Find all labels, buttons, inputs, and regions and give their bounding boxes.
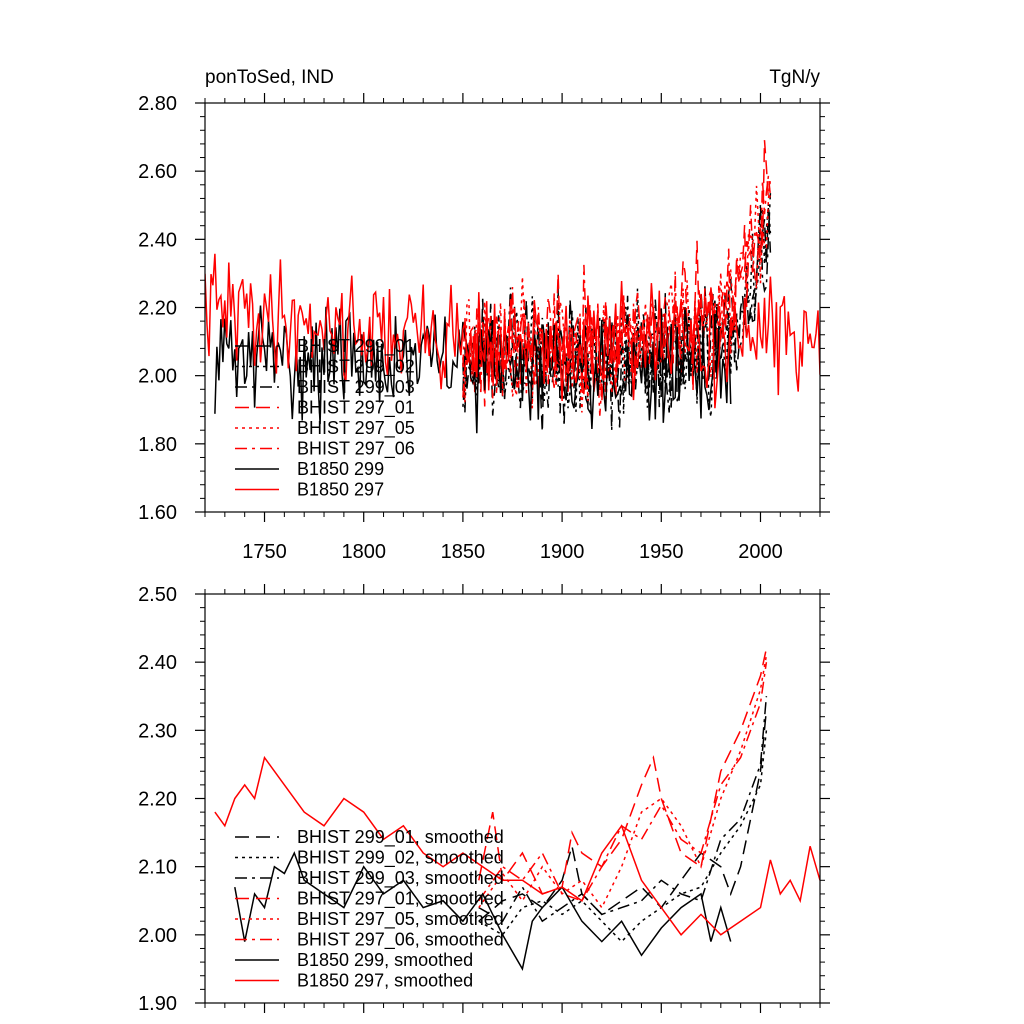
legend-label: BHIST 297_06, smoothed	[297, 930, 504, 951]
series-line-bottom-5	[478, 662, 768, 902]
x-tick-label: 1900	[540, 541, 585, 563]
y-tick-label: 2.00	[138, 366, 177, 388]
y-tick-label: 2.20	[138, 789, 177, 811]
y-tick-label: 2.50	[138, 584, 177, 606]
legend-label: BHIST 297_05	[297, 418, 415, 439]
legend-label: BHIST 299_01	[297, 336, 415, 357]
series-line-bottom-2	[478, 696, 768, 923]
legend-label: B1850 297, smoothed	[297, 971, 473, 991]
x-tick-label: 2000	[738, 541, 783, 563]
y-tick-label: 2.10	[138, 857, 177, 879]
legend-label: BHIST 297_05, smoothed	[297, 909, 504, 930]
top-panel: 1.60 1.80 2.00 2.20 2.40 2.60 2.80 1750 1800 1850…	[138, 67, 830, 563]
x-tick-label: 1800	[341, 541, 386, 563]
series-group	[214, 648, 820, 971]
legend-label: BHIST 297_01, smoothed	[297, 889, 504, 910]
series-line-top-5	[462, 175, 772, 416]
legend-label: B1850 299, smoothed	[297, 950, 473, 970]
series-line-bottom-3	[478, 648, 768, 895]
y-tick-label: 2.60	[138, 161, 177, 183]
legend-label: BHIST 299_03, smoothed	[297, 868, 504, 889]
y-tick-label: 2.80	[138, 93, 177, 115]
series-line-bottom-0	[478, 709, 768, 922]
bottom-panel: 1.90 2.00 2.10 2.20 2.30 2.40 2.50 BHIST 299_01…	[138, 584, 830, 1015]
series-line-bottom-7	[214, 755, 820, 936]
x-tick-label: 1950	[639, 541, 684, 563]
series-line-bottom-6	[234, 851, 732, 971]
legend-label: BHIST 297_01	[297, 398, 415, 419]
chart-title-right: TgN/y	[769, 67, 820, 88]
y-tick-label: 2.40	[138, 652, 177, 674]
series-group	[205, 140, 820, 434]
series-line-top-7	[205, 253, 820, 409]
y-tick-label: 2.40	[138, 229, 177, 251]
series-line-bottom-4	[478, 655, 768, 910]
y-tick-label: 2.20	[138, 298, 177, 320]
x-tick-label: 1850	[441, 541, 486, 563]
y-tick-label: 2.00	[138, 925, 177, 947]
x-tick-label: 1750	[242, 541, 287, 563]
legend-label: BHIST 299_02, smoothed	[297, 848, 504, 869]
y-tick-label: 1.90	[138, 993, 177, 1015]
y-tick-label: 1.60	[138, 502, 177, 524]
legend-label: BHIST 299_02	[297, 357, 415, 378]
series-line-top-6	[214, 305, 732, 434]
legend-label: BHIST 299_01, smoothed	[297, 827, 504, 848]
legend-label: BHIST 299_03	[297, 377, 415, 398]
y-tick-label: 1.80	[138, 434, 177, 456]
legend-label: BHIST 297_06	[297, 439, 415, 460]
chart-title-left: ponToSed, IND	[205, 67, 334, 88]
y-tick-label: 2.30	[138, 720, 177, 742]
legend-label: B1850 299	[297, 459, 384, 479]
legend-label: B1850 297	[297, 480, 384, 500]
